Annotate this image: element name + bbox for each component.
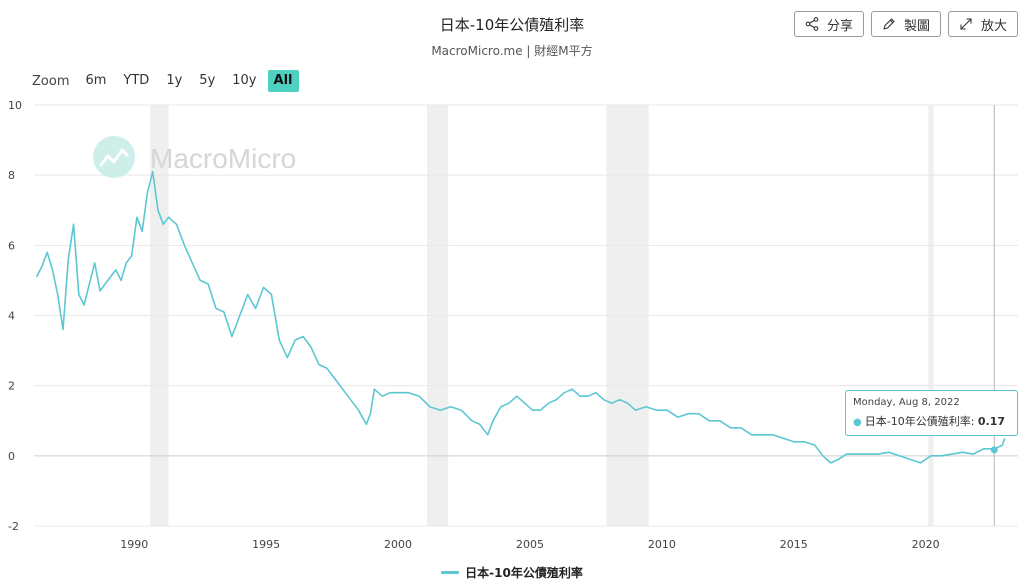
watermark-logo: MacroMicro <box>93 136 296 178</box>
share-icon <box>805 17 819 31</box>
x-tick-label: 2020 <box>912 538 940 551</box>
series-line <box>35 170 1006 464</box>
y-tick-label: 0 <box>8 450 15 463</box>
zoom-10y-button[interactable]: 10y <box>232 73 257 88</box>
expand-button-label: 放大 <box>980 18 1007 34</box>
zoom-bar: Zoom 6m YTD 1y 5y 10y All <box>32 70 304 92</box>
y-tick-label: 6 <box>8 239 15 252</box>
hover-point <box>990 446 998 454</box>
zoom-label: Zoom <box>32 73 70 89</box>
zoom-6m-button[interactable]: 6m <box>85 73 107 88</box>
pencil-icon <box>883 18 895 30</box>
y-tick-label: 10 <box>8 99 22 112</box>
share-button[interactable]: 分享 <box>794 11 864 37</box>
x-tick-label: 1995 <box>252 538 280 551</box>
y-tick-label: 8 <box>8 169 15 182</box>
zoom-ytd-button[interactable]: YTD <box>123 73 150 88</box>
chart-subtitle: MacroMicro.me | 財經M平方 <box>431 44 593 58</box>
x-tick-label: 2015 <box>780 538 808 551</box>
tooltip-value: 0.17 <box>977 415 1006 428</box>
y-tick-label: 2 <box>8 380 15 393</box>
chart-title: 日本-10年公債殖利率 <box>439 16 585 34</box>
x-tick-label: 2005 <box>516 538 544 551</box>
x-tick-label: 2000 <box>384 538 412 551</box>
zoom-all-button[interactable]: All <box>267 70 299 92</box>
x-tick-label: 2010 <box>648 538 676 551</box>
expand-button[interactable]: 放大 <box>948 11 1018 37</box>
share-button-label: 分享 <box>826 18 853 34</box>
expand-icon <box>960 18 972 30</box>
watermark-text: MacroMicro <box>150 143 296 174</box>
legend[interactable]: 日本-10年公債殖利率 <box>0 564 1024 581</box>
x-tick-label: 1990 <box>120 538 148 551</box>
tooltip-dot: ● <box>853 417 862 428</box>
y-tick-label: -2 <box>8 520 19 533</box>
tooltip: Monday, Aug 8, 2022 ● 日本-10年公債殖利率: 0.17 <box>845 390 1018 436</box>
legend-label: 日本-10年公債殖利率 <box>465 566 583 580</box>
draw-button[interactable]: 製圖 <box>871 11 941 37</box>
zoom-1y-button[interactable]: 1y <box>166 73 183 88</box>
tooltip-series: 日本-10年公債殖利率 <box>864 415 971 428</box>
y-tick-label: 4 <box>8 310 15 323</box>
draw-button-label: 製圖 <box>903 18 930 34</box>
zoom-5y-button[interactable]: 5y <box>199 73 216 88</box>
legend-swatch <box>441 571 460 574</box>
tooltip-row: ● 日本-10年公債殖利率: 0.17 <box>853 415 1006 428</box>
tooltip-date: Monday, Aug 8, 2022 <box>853 397 960 408</box>
